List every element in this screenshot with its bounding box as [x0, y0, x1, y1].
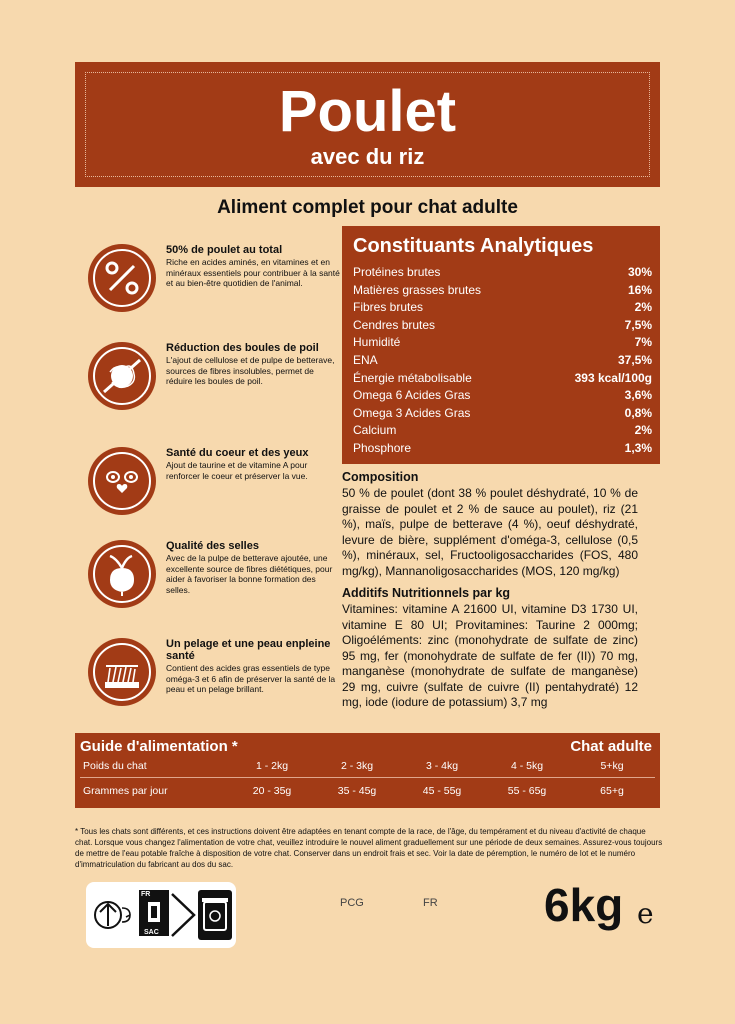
benefit-title: Qualité des selles: [166, 540, 259, 552]
analytic-row: ENA 37,5%: [353, 353, 652, 367]
feeding-row-grams: Grammes par jour 20 - 35g 35 - 45g 45 - …: [75, 785, 660, 805]
feeding-cell: 4 - 5kg: [510, 760, 544, 772]
benefit-title: 50% de poulet au total: [166, 244, 283, 256]
feeding-cell: 35 - 45g: [337, 785, 377, 797]
analytic-row: Cendres brutes 7,5%: [353, 318, 652, 332]
percent-icon: [88, 244, 156, 312]
pcg-label: PCG: [340, 897, 364, 909]
feeding-cell: 20 - 35g: [252, 785, 292, 797]
analytic-row: Omega 6 Acides Gras 3,6%: [353, 388, 652, 402]
product-tagline: Aliment complet pour chat adulte: [217, 197, 518, 218]
feeding-cell: 1 - 2kg: [255, 760, 289, 772]
analytic-row: Humidité 7%: [353, 335, 652, 349]
analytic-title: Constituants Analytiques: [353, 235, 594, 257]
benefit-title: Réduction des boules de poil: [166, 342, 319, 354]
benefit-desc: Riche en acides aminés, en vitamines et …: [166, 257, 340, 288]
benefit-desc: Contient des acides gras essentiels de t…: [166, 663, 336, 694]
benefit-desc: L'ajout de cellulose et de pulpe de bett…: [166, 355, 335, 386]
fr-label: FR: [423, 897, 438, 909]
recycle-fr-label: FR: [141, 891, 151, 898]
benefit-desc: Ajout de taurine et de vitamine A pour r…: [166, 460, 308, 481]
beet-icon: [88, 540, 156, 608]
recycling-logo: FR SAC: [86, 882, 236, 948]
additives-text: Vitamines: vitamine A 21600 UI, vitamine…: [342, 602, 638, 709]
analytic-row: Calcium 2%: [353, 423, 652, 437]
analytic-row: Omega 3 Acides Gras 0,8%: [353, 406, 652, 420]
feeding-cell: 3 - 4kg: [425, 760, 459, 772]
analytic-row: Fibres brutes 2%: [353, 300, 652, 314]
feeding-cell: 2 - 3kg: [340, 760, 374, 772]
cat-eyes-heart-icon: [88, 447, 156, 515]
fur-skin-icon: [88, 638, 156, 706]
feeding-subtitle: Chat adulte: [570, 738, 652, 755]
product-banner: [75, 62, 660, 187]
feeding-cell: 5+kg: [600, 760, 624, 772]
recycle-sac-label: SAC: [144, 929, 159, 936]
analytic-row: Protéines brutes 30%: [353, 265, 652, 279]
net-weight: 6kg: [544, 879, 624, 931]
feeding-title: Guide d'alimentation *: [80, 738, 238, 755]
analytic-row: Énergie métabolisable 393 kcal/100g: [353, 371, 652, 385]
footnote: * Tous les chats sont différents, et ces…: [75, 827, 663, 869]
feeding-row-weight: Poids du chat 1 - 2kg 2 - 3kg 3 - 4kg 4 …: [75, 760, 660, 780]
feeding-cell: 55 - 65g: [507, 785, 547, 797]
benefit-desc: Avec de la pulpe de betterave ajoutée, u…: [166, 553, 333, 595]
benefit-title: Un pelage et une peau enpleine santé: [166, 638, 331, 662]
product-title: Poulet: [278, 79, 457, 144]
analytic-table: Constituants Analytiques Protéines brute…: [342, 226, 660, 464]
feeding-divider: [80, 777, 655, 778]
benefit-title: Santé du coeur et des yeux: [166, 447, 309, 459]
analytic-row: Phosphore 1,3%: [353, 441, 652, 455]
product-subtitle: avec du riz: [310, 144, 425, 169]
estimated-sign: e: [637, 897, 654, 930]
feeding-cell: 65+g: [600, 785, 624, 797]
banner-dotted-border: [85, 72, 650, 177]
feeding-cell: 45 - 55g: [422, 785, 462, 797]
analytic-row: Matières grasses brutes 16%: [353, 283, 652, 297]
additives-title: Additifs Nutritionnels par kg: [342, 586, 511, 600]
hairball-icon: [88, 342, 156, 410]
feeding-row-label: Poids du chat: [83, 760, 147, 772]
feeding-guide: Guide d'alimentation * Chat adulte Poids…: [75, 733, 660, 808]
composition-title: Composition: [342, 470, 419, 484]
composition-text: 50 % de poulet (dont 38 % poulet déshydr…: [342, 486, 638, 578]
feeding-row-label: Grammes par jour: [83, 785, 168, 797]
